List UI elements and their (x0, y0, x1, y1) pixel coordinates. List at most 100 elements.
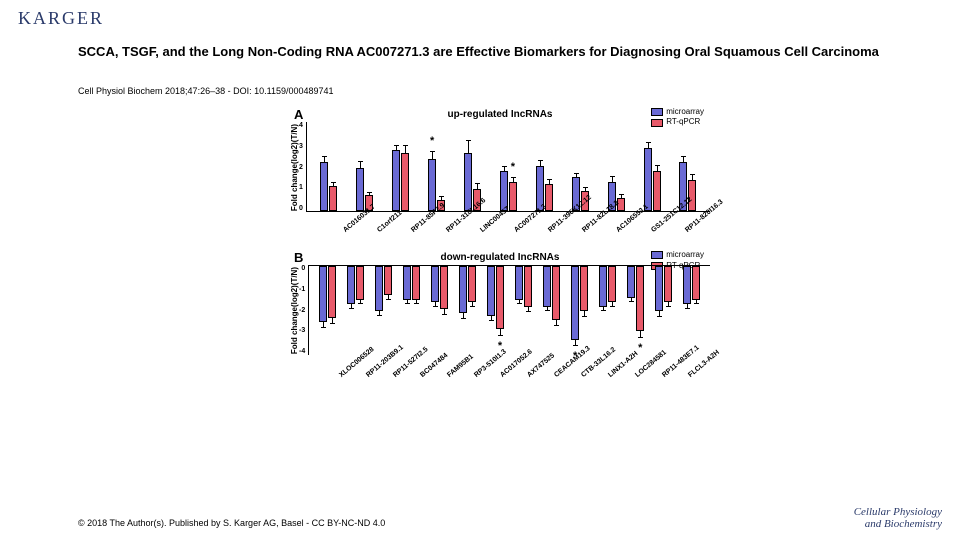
error-bar (513, 177, 514, 183)
error-bar (491, 315, 492, 322)
error-bar (668, 301, 669, 307)
error-bar (333, 182, 334, 188)
bar-rtqpcr (580, 266, 588, 311)
xtick-label: LOC284581 (634, 362, 652, 379)
ytick-label: -2 (299, 307, 305, 314)
bar-rtqpcr (329, 186, 337, 211)
error-bar (441, 196, 442, 201)
xtick-label: FLCL3-A2H (688, 362, 706, 379)
xtick-label: RP11-318L16.6 (445, 217, 463, 234)
xtick-label: RP3-510I1.3 (473, 362, 491, 379)
panel-b-plot: * * * (308, 265, 710, 355)
panel-b-letter: B (294, 250, 303, 265)
error-bar (519, 299, 520, 305)
publisher-logo: KARGER (18, 8, 104, 29)
ytick-label: -3 (299, 327, 305, 334)
bar-microarray (515, 266, 523, 300)
bar-microarray: * (428, 159, 436, 211)
error-bar (369, 192, 370, 197)
bar-microarray (459, 266, 467, 313)
journal-logo: Cellular Physiology and Biochemistry (854, 506, 942, 530)
panel-b-bars: *** (309, 266, 710, 340)
bar-group (347, 266, 364, 304)
bar-rtqpcr (356, 266, 364, 300)
bar-rtqpcr (384, 266, 392, 295)
bar-rtqpcr: * (636, 266, 644, 331)
ytick-label: 1 (299, 184, 303, 191)
bar-group: * (500, 171, 517, 212)
bar-microarray (403, 266, 411, 300)
bar-group (459, 266, 476, 313)
bar-microarray (319, 266, 327, 322)
bar-rtqpcr: * (496, 266, 504, 329)
xtick-label: CEACAM19.3 (553, 362, 571, 379)
bar-microarray (644, 148, 652, 211)
panel-a-bars: ** (307, 148, 710, 211)
bar-microarray (320, 162, 328, 212)
panel-b-yaxis: 0-1-2-3-4 (299, 265, 308, 355)
bar-microarray (627, 266, 635, 298)
bar-microarray (464, 153, 472, 212)
error-bar (621, 194, 622, 199)
xtick-label: AC017052.6 (500, 362, 518, 379)
error-bar (547, 306, 548, 312)
xtick-label: RP11-820I16.3 (684, 217, 702, 234)
xtick-label: RP11-203B9.1 (365, 362, 383, 379)
ytick-label: -4 (299, 348, 305, 355)
panel-a-title: up-regulated IncRNAs (290, 105, 710, 120)
error-bar (657, 165, 658, 172)
bar-microarray (599, 266, 607, 307)
significance-star: * (511, 161, 515, 173)
bar-rtqpcr (552, 266, 560, 320)
bar-group (683, 266, 700, 304)
legend-swatch-microarray (651, 108, 663, 116)
error-bar (648, 142, 649, 149)
error-bar (612, 301, 613, 307)
xtick-label: RP11-483E7.1 (661, 362, 679, 379)
journal-name-line2: and Biochemistry (854, 518, 942, 530)
bar-rtqpcr (653, 171, 661, 212)
bar-rtqpcr (468, 266, 476, 302)
bar-rtqpcr (412, 266, 420, 300)
journal-name-line1: Cellular Physiology (854, 506, 942, 518)
bar-group (644, 148, 661, 211)
ytick-label: 0 (299, 205, 303, 212)
error-bar (576, 173, 577, 179)
xtick-label: XLOC006528 (339, 362, 357, 379)
significance-star: * (638, 342, 642, 354)
xtick-label: RP11-396K12.12 (547, 217, 565, 234)
xtick-label: RP11-85F2.9 (411, 217, 429, 234)
bar-group (515, 266, 532, 307)
error-bar (323, 321, 324, 328)
copyright-footer: © 2018 The Author(s). Published by S. Ka… (78, 518, 385, 528)
ytick-label: 2 (299, 164, 303, 171)
panel-a-yaxis: 43210 (299, 122, 306, 212)
panel-a-plot: ** (306, 122, 710, 212)
bar-rtqpcr (524, 266, 532, 307)
xtick-label: AX747525 (527, 362, 545, 379)
figure-container: A up-regulated IncRNAs microarray RT-qPC… (290, 105, 710, 371)
panel-b-ylabel: Fold change(log2)(T/N) (290, 265, 299, 356)
xtick-label: RP11-82L18.2 (581, 217, 599, 234)
error-bar (477, 183, 478, 190)
error-bar (351, 303, 352, 309)
bar-group (403, 266, 420, 300)
bar-group (320, 162, 337, 212)
panel-a-xlabels: AC016031.7C1orf211RP11-85F2.9RP11-318L16… (326, 213, 710, 220)
error-bar (692, 174, 693, 181)
error-bar (556, 319, 557, 326)
error-bar (500, 328, 501, 336)
xtick-label: FAM95B1 (446, 362, 464, 379)
bar-microarray (543, 266, 551, 307)
ytick-label: 4 (299, 122, 303, 129)
bar-rtqpcr (440, 266, 448, 309)
xtick-label: RP11-527I2.5 (392, 362, 410, 379)
xtick-label: LINX1-A2H (607, 362, 625, 379)
bar-rtqpcr: * (509, 182, 517, 211)
bar-group (319, 266, 336, 322)
error-bar (332, 317, 333, 324)
error-bar (540, 160, 541, 167)
bar-microarray (347, 266, 355, 304)
ytick-label: -1 (299, 286, 305, 293)
xtick-label: AC016031.7 (342, 217, 360, 234)
